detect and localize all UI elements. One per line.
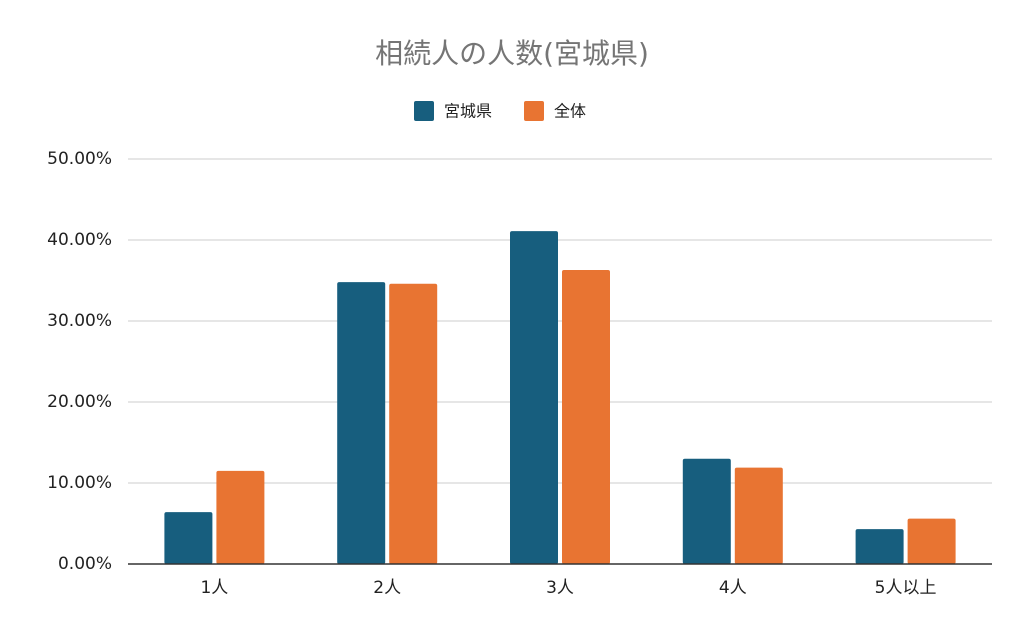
bar xyxy=(389,283,438,564)
x-tick-label: 2人 xyxy=(373,578,401,598)
y-tick-label: 30.00% xyxy=(47,311,112,331)
legend-label: 全体 xyxy=(554,102,586,121)
chart-title: 相続人の人数(宮城県) xyxy=(375,37,649,70)
y-tick-label: 40.00% xyxy=(47,230,112,250)
x-tick-label: 3人 xyxy=(546,578,574,598)
bar xyxy=(337,282,386,564)
bar xyxy=(562,269,610,564)
y-tick-label: 0.00% xyxy=(58,554,112,574)
bar xyxy=(907,518,956,564)
x-tick-label: 5人以上 xyxy=(875,578,937,598)
x-tick-label: 1人 xyxy=(200,578,228,598)
bar xyxy=(734,467,783,564)
y-tick-label: 10.00% xyxy=(47,473,112,493)
y-tick-label: 50.00% xyxy=(47,149,112,169)
y-tick-label: 20.00% xyxy=(47,392,112,412)
bar xyxy=(216,470,265,564)
bar xyxy=(682,458,731,564)
legend-label: 宮城県 xyxy=(444,102,492,121)
bar xyxy=(164,512,213,564)
legend-swatch xyxy=(524,101,544,121)
bar xyxy=(855,529,904,564)
bar xyxy=(510,231,558,564)
legend-swatch xyxy=(414,101,434,121)
x-tick-label: 4人 xyxy=(719,578,747,598)
